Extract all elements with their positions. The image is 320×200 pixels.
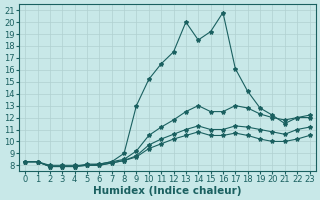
- X-axis label: Humidex (Indice chaleur): Humidex (Indice chaleur): [93, 186, 242, 196]
